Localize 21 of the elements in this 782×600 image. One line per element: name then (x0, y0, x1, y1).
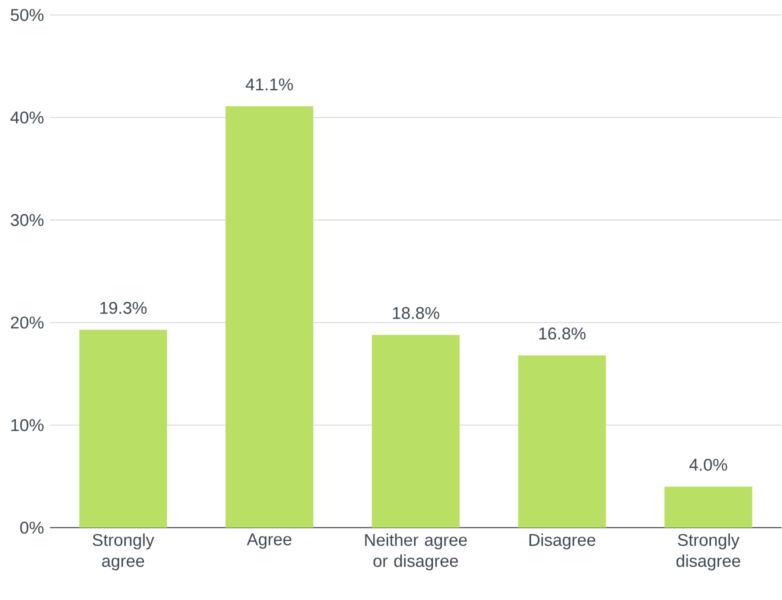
x-tick-label: Neither agree or disagree (365, 534, 467, 571)
y-tick-label: 30% (10, 214, 44, 226)
y-tick-label: 50% (10, 9, 44, 22)
x-tick-label: Strongly agree (92, 534, 154, 571)
x-tick-label: Strongly disagree (676, 534, 740, 571)
bar (79, 330, 168, 528)
y-tick-label: 40% (10, 112, 44, 124)
x-tick-label: Agree (246, 534, 292, 549)
data-label: 4.0% (689, 458, 728, 471)
bar (518, 356, 606, 528)
bar (226, 106, 314, 528)
y-tick-label: 10% (11, 419, 44, 432)
data-label: 16.8% (539, 328, 586, 340)
data-label: 41.1% (246, 78, 293, 91)
x-tick-label: Disagree (529, 534, 596, 550)
data-label: 18.8% (392, 307, 440, 320)
bar (372, 335, 460, 528)
y-tick-label: 20% (10, 316, 44, 329)
data-label: 19.3% (100, 302, 147, 314)
bar (664, 486, 752, 528)
y-tick-label: 0% (20, 522, 44, 534)
